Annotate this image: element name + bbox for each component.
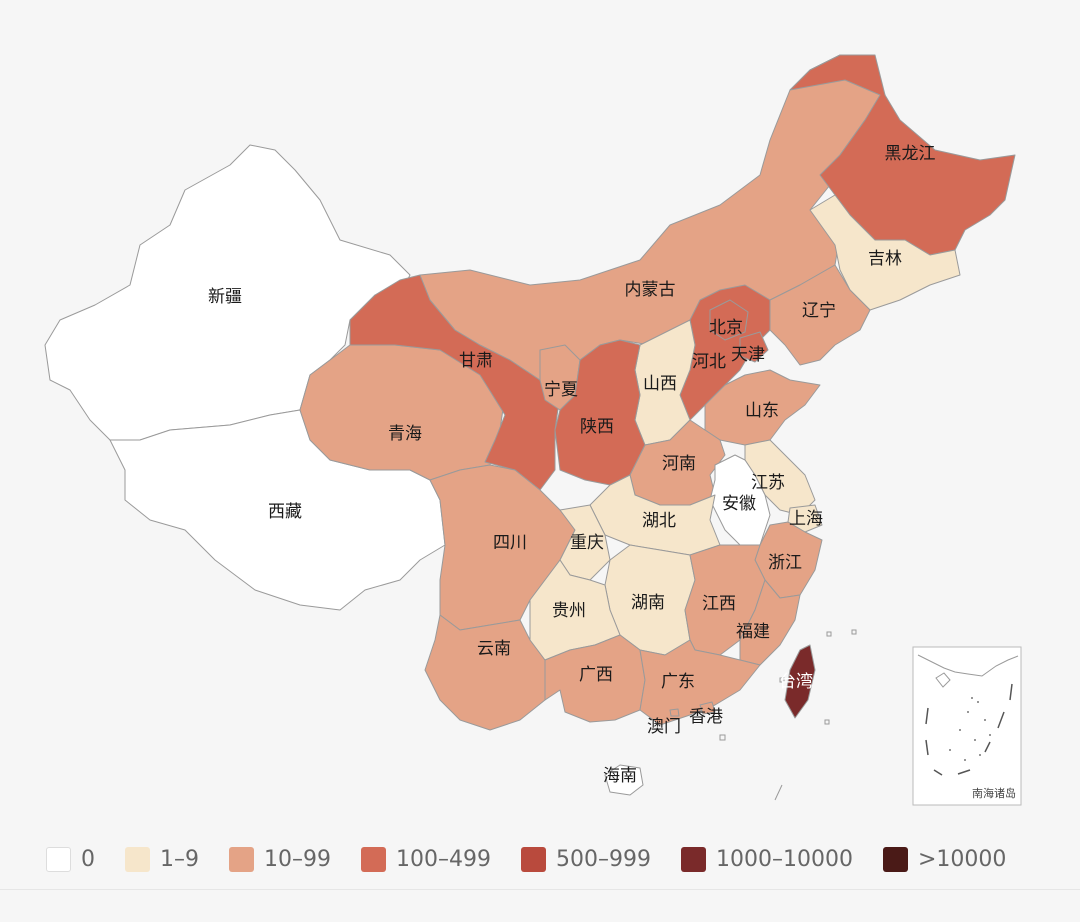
legend-item-500-999[interactable]: 500–999 <box>520 846 651 872</box>
legend-label: 500–999 <box>555 846 651 872</box>
legend-label: 0 <box>81 846 95 872</box>
legend-label: 1000–10000 <box>715 846 853 872</box>
province-fujian[interactable] <box>739 579 801 666</box>
legend-swatch <box>361 846 386 872</box>
province-guangdong[interactable] <box>639 639 761 726</box>
bottom-divider <box>0 889 1080 890</box>
label-aomen: 澳门 <box>647 717 681 737</box>
label-henan: 河南 <box>662 454 696 474</box>
label-chongqing: 重庆 <box>570 533 604 553</box>
label-jiangsu: 江苏 <box>751 473 785 493</box>
label-heilongjiang: 黑龙江 <box>885 144 936 164</box>
legend-item-1-9[interactable]: 1–9 <box>125 846 199 872</box>
label-gansu: 甘肃 <box>459 351 493 371</box>
label-hunan: 湖南 <box>631 593 665 613</box>
legend-swatch <box>125 846 150 872</box>
label-xianggang: 香港 <box>689 707 723 727</box>
label-neimenggu: 内蒙古 <box>625 280 676 300</box>
province-heilongjiang[interactable] <box>789 54 1016 256</box>
label-xizang: 西藏 <box>268 502 302 522</box>
province-xianggang[interactable] <box>699 701 716 715</box>
legend-item-0[interactable]: 0 <box>46 846 95 872</box>
province-beijing[interactable] <box>709 299 749 341</box>
label-hubei: 湖北 <box>642 511 676 531</box>
label-shandong: 山东 <box>745 401 779 421</box>
legend-label: 1–9 <box>160 846 199 872</box>
label-tianjin: 天津 <box>731 345 765 365</box>
province-labels: 新疆 西藏 青海 甘肃 内蒙古 黑龙江 吉林 辽宁 北京 天津 河北 山西 宁夏… <box>208 144 936 786</box>
legend-label: 10–99 <box>264 846 331 872</box>
label-jilin: 吉林 <box>868 249 902 269</box>
label-jiangxi: 江西 <box>702 594 736 614</box>
label-qinghai: 青海 <box>388 424 422 444</box>
legend-swatch <box>229 846 254 872</box>
label-fujian: 福建 <box>736 622 770 642</box>
label-shaanxi: 陕西 <box>580 417 614 437</box>
label-zhejiang: 浙江 <box>768 553 802 573</box>
legend-item-1000-10000[interactable]: 1000–10000 <box>680 846 853 872</box>
label-hebei: 河北 <box>692 352 726 372</box>
province-shanghai[interactable] <box>787 504 823 533</box>
province-jilin[interactable] <box>809 194 961 311</box>
legend-swatch <box>46 846 71 872</box>
province-aomen[interactable] <box>669 708 680 717</box>
province-hainan[interactable] <box>604 764 644 796</box>
label-sichuan: 四川 <box>493 533 527 553</box>
legend-swatch <box>882 846 908 872</box>
legend: 0 1–9 10–99 100–499 500–999 1000–10000 >… <box>46 843 1046 875</box>
province-tianjin[interactable] <box>739 331 769 363</box>
label-taiwan: 台湾 <box>779 672 813 692</box>
legend-item-10-99[interactable]: 10–99 <box>229 846 331 872</box>
legend-label: >10000 <box>917 846 1007 872</box>
province-taiwan[interactable] <box>784 644 816 719</box>
inset-label: 南海诸岛 <box>972 786 1016 800</box>
province-liaoning[interactable] <box>769 264 871 366</box>
legend-item-100-499[interactable]: 100–499 <box>361 846 491 872</box>
label-guizhou: 贵州 <box>552 601 586 621</box>
label-shanghai: 上海 <box>789 509 823 529</box>
label-guangdong: 广东 <box>661 672 695 692</box>
label-yunnan: 云南 <box>477 639 511 659</box>
label-liaoning: 辽宁 <box>802 301 836 321</box>
label-beijing: 北京 <box>709 318 743 338</box>
label-guangxi: 广西 <box>579 665 613 685</box>
small-islands <box>719 629 857 801</box>
label-xinjiang: 新疆 <box>208 287 242 307</box>
label-shanxi: 山西 <box>643 374 677 394</box>
legend-swatch <box>680 846 706 872</box>
legend-swatch <box>520 846 546 872</box>
label-hainan: 海南 <box>603 766 637 786</box>
legend-item-over-10000[interactable]: >10000 <box>882 846 1007 872</box>
legend-label: 100–499 <box>396 846 491 872</box>
label-ningxia: 宁夏 <box>544 380 578 400</box>
label-anhui: 安徽 <box>722 494 756 514</box>
south-china-sea-inset: 南海诸岛 <box>912 646 1022 806</box>
